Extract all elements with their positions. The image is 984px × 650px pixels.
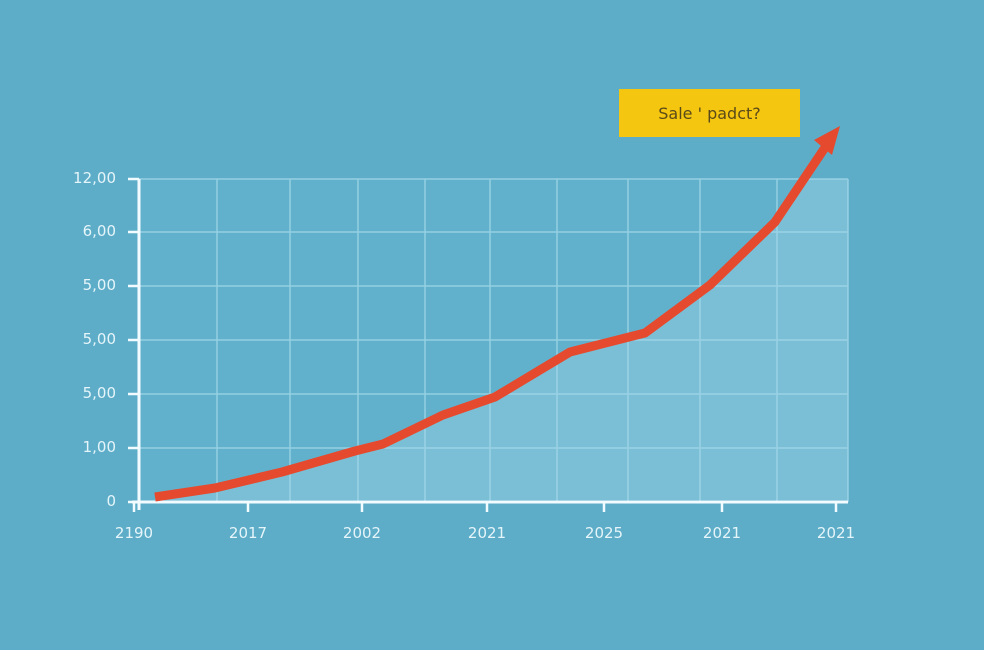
x-tick-label: 2025 [584, 524, 624, 542]
arrow-head-icon [814, 126, 840, 155]
area-fill [155, 179, 848, 500]
annotation-callout: Sale ' padct? [619, 89, 800, 137]
y-tick-label: 1,00 [82, 438, 116, 456]
x-tick-label: 2021 [467, 524, 507, 542]
y-tick-label: 12,00 [73, 169, 116, 187]
y-tick-label: 0 [106, 492, 116, 510]
x-tick-label: 2017 [228, 524, 268, 542]
y-tick-label: 6,00 [82, 222, 116, 240]
y-axis-ticks [128, 177, 139, 504]
annotation-text: Sale ' padct? [658, 103, 761, 123]
y-tick-label: 5,00 [82, 276, 116, 294]
x-tick-label: 2021 [702, 524, 742, 542]
x-tick-label: 2002 [342, 524, 382, 542]
x-axis-ticks [132, 502, 838, 512]
x-tick-label: 2021 [816, 524, 856, 542]
gridlines [139, 178, 849, 502]
x-tick-label: 2190 [114, 524, 154, 542]
y-tick-label: 5,00 [82, 330, 116, 348]
y-tick-label: 5,00 [82, 384, 116, 402]
trend-line [154, 143, 830, 502]
